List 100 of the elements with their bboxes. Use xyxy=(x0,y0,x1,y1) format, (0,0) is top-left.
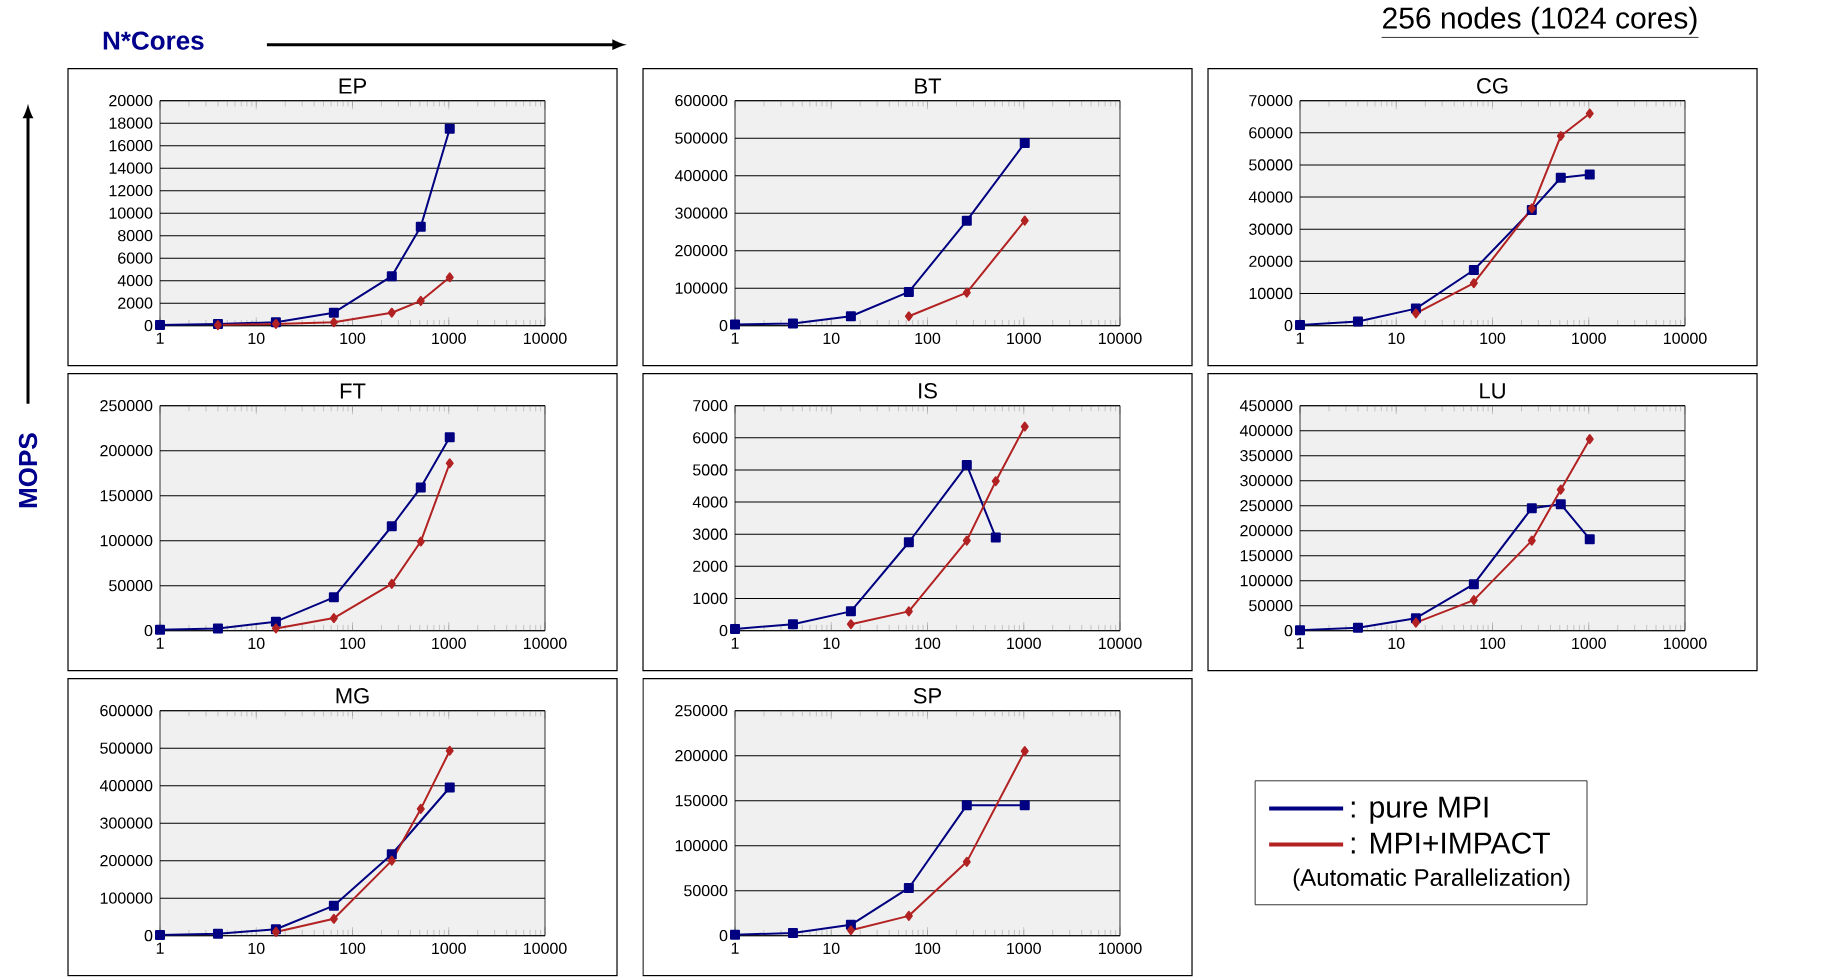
y-tick-label: 10000 xyxy=(1249,288,1293,300)
y-tick-label: 0 xyxy=(719,625,728,637)
legend-label: : MPI+IMPACT xyxy=(1351,832,1550,854)
x-tick-label: 10000 xyxy=(1098,637,1142,650)
y-tick-label: 200000 xyxy=(100,445,153,457)
y-tick-label: 250000 xyxy=(100,400,153,412)
x-tick-label: 10000 xyxy=(523,332,567,345)
y-tick-label: 7000 xyxy=(693,400,728,412)
x-tick-label: 100 xyxy=(340,942,366,955)
text: 256 nodes (1024 cores) xyxy=(1383,6,1697,35)
y-tick-label: 300000 xyxy=(100,817,153,829)
y-tick-label: 150000 xyxy=(1240,550,1293,562)
y-tick-label: 0 xyxy=(1284,625,1293,637)
chart-title: FT xyxy=(340,383,366,399)
y-tick-label: 50000 xyxy=(109,580,153,592)
x-tick-label: 1 xyxy=(731,332,739,344)
y-tick-label: 300000 xyxy=(1240,475,1293,487)
y-tick-label: 8000 xyxy=(118,230,153,242)
x-tick-label: 100 xyxy=(1480,637,1506,650)
text: (Automatic Parallelization) xyxy=(1293,868,1570,891)
x-tick-label: 10 xyxy=(248,332,265,345)
y-tick-label: 100000 xyxy=(100,535,153,547)
x-tick-label: 10 xyxy=(823,942,840,955)
y-tick-label: 0 xyxy=(719,930,728,942)
y-tick-label: 5000 xyxy=(692,464,728,476)
y-tick-label: 200000 xyxy=(1240,525,1293,537)
x-tick-label: 1000 xyxy=(432,332,466,345)
y-tick-label: 250000 xyxy=(675,705,728,717)
x-tick-label: 1000 xyxy=(432,637,466,650)
y-tick-label: 400000 xyxy=(674,170,728,182)
x-tick-label: 1 xyxy=(1296,637,1304,649)
x-tick-label: 1000 xyxy=(1007,637,1041,650)
y-tick-label: 4000 xyxy=(692,496,728,508)
y-tick-label: 500000 xyxy=(100,742,153,754)
y-tick-label: 600000 xyxy=(675,95,728,107)
chart-title: MG xyxy=(336,688,369,704)
x-tick-label: 10 xyxy=(248,942,265,955)
x-tick-label: 10000 xyxy=(1663,332,1707,345)
x-tick-label: 10000 xyxy=(523,942,567,955)
y-tick-label: 40000 xyxy=(1248,191,1293,203)
y-tick-label: 30000 xyxy=(1249,223,1293,236)
x-tick-label: 1000 xyxy=(432,942,466,955)
y-tick-label: 350000 xyxy=(1240,450,1293,462)
x-tick-label: 1 xyxy=(156,942,164,954)
y-tick-label: 2000 xyxy=(118,297,153,309)
y-tick-label: 6000 xyxy=(693,432,728,444)
y-tick-label: 18000 xyxy=(109,117,153,129)
chart-title: IS xyxy=(919,383,937,399)
y-tick-label: 100000 xyxy=(100,892,153,904)
x-axis-title: N*Cores xyxy=(103,31,204,51)
y-tick-label: 1000 xyxy=(693,593,728,605)
x-tick-label: 10000 xyxy=(1098,332,1142,345)
y-tick-label: 3000 xyxy=(692,528,728,541)
y-tick-label: 60000 xyxy=(1249,127,1293,139)
x-tick-label: 100 xyxy=(340,637,366,650)
y-tick-label: 4000 xyxy=(117,275,153,287)
x-tick-label: 1 xyxy=(731,637,739,649)
x-tick-label: 10 xyxy=(248,637,265,650)
chart-title: LU xyxy=(1480,383,1505,399)
chart-title: BT xyxy=(915,78,942,94)
x-tick-label: 10000 xyxy=(1663,637,1707,650)
y-tick-label: 250000 xyxy=(1240,500,1293,512)
y-axis-title: MOPS xyxy=(18,433,38,508)
y-tick-label: 150000 xyxy=(100,490,153,502)
x-tick-label: 100 xyxy=(1480,332,1506,345)
y-tick-label: 100000 xyxy=(1240,575,1293,587)
x-tick-label: 1000 xyxy=(1007,332,1041,345)
x-tick-label: 100 xyxy=(915,942,941,955)
y-tick-label: 200000 xyxy=(675,750,728,762)
y-tick-label: 50000 xyxy=(1249,600,1293,612)
x-tick-label: 1 xyxy=(731,942,739,954)
chart-title: EP xyxy=(339,78,367,94)
x-tick-label: 10 xyxy=(1388,332,1405,345)
y-tick-label: 200000 xyxy=(675,245,728,257)
x-tick-label: 1000 xyxy=(1572,332,1606,345)
y-tick-label: 6000 xyxy=(118,252,153,264)
y-tick-label: 0 xyxy=(144,930,153,942)
y-tick-label: 14000 xyxy=(109,162,153,174)
x-tick-label: 1 xyxy=(156,637,164,649)
y-tick-label: 70000 xyxy=(1249,95,1293,107)
y-tick-label: 2000 xyxy=(693,560,728,573)
x-tick-label: 10 xyxy=(823,332,840,345)
y-tick-label: 50000 xyxy=(684,885,728,897)
y-tick-label: 0 xyxy=(1284,320,1293,332)
y-tick-label: 0 xyxy=(719,320,728,332)
y-tick-label: 20000 xyxy=(1249,255,1293,268)
y-tick-label: 500000 xyxy=(675,132,728,144)
y-tick-label: 400000 xyxy=(99,780,153,792)
y-tick-label: 400000 xyxy=(1239,425,1293,437)
y-tick-label: 0 xyxy=(144,320,153,332)
y-tick-label: 20000 xyxy=(109,95,153,107)
y-tick-label: 100000 xyxy=(675,840,728,852)
x-tick-label: 100 xyxy=(915,332,941,345)
y-tick-label: 150000 xyxy=(675,795,728,807)
y-tick-label: 200000 xyxy=(100,855,153,867)
y-tick-label: 0 xyxy=(144,625,153,637)
y-tick-label: 100000 xyxy=(675,282,728,294)
y-tick-label: 10000 xyxy=(109,207,153,219)
legend-label: : pure MPI xyxy=(1351,796,1488,824)
x-tick-label: 100 xyxy=(915,637,941,650)
